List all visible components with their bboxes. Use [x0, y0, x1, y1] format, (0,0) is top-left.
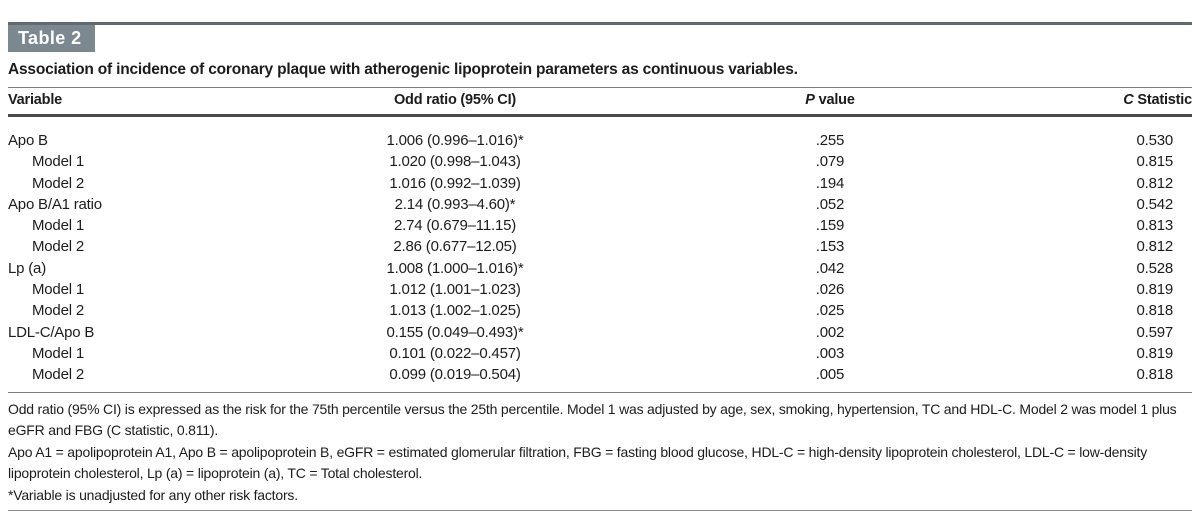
table-figure: Table 2 Association of incidence of coro… — [0, 22, 1200, 511]
cell-variable: Model 2 — [32, 366, 84, 384]
cell-variable: Model 1 — [32, 344, 84, 362]
cell-odd-ratio: 1.012 (1.001–1.023) — [389, 281, 521, 299]
table-number-badge: Table 2 — [8, 25, 95, 52]
table-row: Model 2 2.86 (0.677–12.05) .153 0.812 — [8, 236, 1192, 257]
cell-odd-ratio: 0.101 (0.022–0.457) — [389, 344, 521, 362]
cell-variable: Model 1 — [32, 217, 84, 235]
cell-p-value: .052 — [815, 195, 845, 213]
cell-c-statistic: 0.542 — [1136, 195, 1173, 213]
cell-c-statistic: 0.819 — [1136, 344, 1173, 362]
column-header-odd-ratio: Odd ratio (95% CI) — [308, 88, 602, 116]
cell-c-statistic: 0.528 — [1136, 259, 1173, 277]
header-label: value — [814, 92, 855, 108]
cell-p-value: .079 — [815, 153, 845, 171]
cell-odd-ratio: 1.006 (0.996–1.016)* — [386, 132, 524, 149]
cell-odd-ratio: 2.74 (0.679–11.15) — [393, 217, 517, 235]
cell-c-statistic: 0.812 — [1136, 238, 1173, 256]
table-row: Model 1 1.012 (1.001–1.023) .026 0.819 — [8, 279, 1192, 300]
cell-p-value: .002 — [815, 323, 845, 341]
cell-odd-ratio: 1.008 (1.000–1.016)* — [386, 259, 524, 277]
table-row: Model 1 2.74 (0.679–11.15) .159 0.813 — [8, 215, 1192, 236]
table-caption: Association of incidence of coronary pla… — [8, 61, 798, 78]
cell-c-statistic: 0.815 — [1136, 153, 1173, 171]
cell-p-value: .003 — [815, 344, 845, 362]
cell-variable: Model 2 — [32, 302, 84, 320]
table-row: Model 2 1.016 (0.992–1.039) .194 0.812 — [8, 173, 1192, 194]
header-label: Statistic — [1133, 92, 1192, 108]
cell-odd-ratio: 2.86 (0.677–12.05) — [393, 238, 517, 256]
cell-p-value: .042 — [815, 259, 845, 277]
cell-odd-ratio: 1.020 (0.998–1.043) — [389, 153, 521, 171]
table-row: Model 2 1.013 (1.002–1.025) .025 0.818 — [8, 300, 1192, 321]
cell-p-value: .025 — [815, 302, 845, 320]
table-row: Lp (a) 1.008 (1.000–1.016)* .042 0.528 — [8, 258, 1192, 279]
header-italic: C — [1123, 92, 1134, 108]
header-label: Variable — [8, 92, 63, 108]
data-table: Variable Odd ratio (95% CI) P value C St… — [8, 87, 1192, 393]
cell-p-value: .005 — [815, 366, 845, 384]
footnotes: Odd ratio (95% CI) is expressed as the r… — [8, 399, 1192, 511]
cell-variable: Model 1 — [32, 153, 84, 171]
column-header-variable: Variable — [8, 88, 308, 116]
cell-p-value: .194 — [815, 174, 845, 192]
cell-odd-ratio: 1.016 (0.992–1.039) — [389, 174, 521, 192]
header-italic: P — [805, 92, 815, 108]
cell-c-statistic: 0.812 — [1136, 174, 1173, 192]
cell-variable: Lp (a) — [8, 259, 46, 277]
table-row: Model 1 1.020 (0.998–1.043) .079 0.815 — [8, 151, 1192, 172]
header-row: Variable Odd ratio (95% CI) P value C St… — [8, 87, 1192, 116]
column-header-p-value: P value — [602, 88, 1058, 116]
cell-c-statistic: 0.530 — [1136, 132, 1173, 149]
cell-variable: Apo B — [8, 132, 48, 149]
footnote-abbreviations: Apo A1 = apolipoprotein A1, Apo B = apol… — [8, 443, 1148, 482]
cell-odd-ratio: 2.14 (0.993–4.60)* — [394, 195, 516, 213]
cell-variable: Model 2 — [32, 238, 84, 256]
table-body: Apo B 1.006 (0.996–1.016)* .255 0.530 Model … — [8, 116, 1192, 393]
table-row: Apo B 1.006 (0.996–1.016)* .255 0.530 — [8, 116, 1192, 152]
cell-odd-ratio: 1.013 (1.002–1.025) — [389, 302, 521, 320]
cell-c-statistic: 0.818 — [1136, 366, 1173, 384]
footnote-models: Odd ratio (95% CI) is expressed as the r… — [8, 400, 1177, 439]
cell-odd-ratio: 0.099 (0.019–0.504) — [389, 366, 521, 384]
table-row: LDL-C/Apo B 0.155 (0.049–0.493)* .002 0.597 — [8, 322, 1192, 343]
cell-variable: Model 2 — [32, 174, 84, 192]
footnote-asterisk: *Variable is unadjusted for any other ri… — [8, 486, 298, 503]
cell-c-statistic: 0.818 — [1136, 302, 1173, 320]
cell-odd-ratio: 0.155 (0.049–0.493)* — [386, 323, 524, 341]
cell-c-statistic: 0.819 — [1136, 281, 1173, 299]
cell-c-statistic: 0.813 — [1136, 217, 1173, 235]
table-row: Apo B/A1 ratio 2.14 (0.993–4.60)* .052 0.54… — [8, 194, 1192, 215]
column-header-c-statistic: C Statistic — [1058, 88, 1192, 116]
top-rule — [8, 22, 1192, 25]
cell-variable: LDL-C/Apo B — [8, 323, 95, 341]
cell-variable: Model 1 — [32, 281, 84, 299]
header-label: Odd ratio (95% CI) — [393, 92, 517, 108]
cell-p-value: .026 — [815, 281, 845, 299]
cell-p-value: .153 — [815, 238, 845, 256]
cell-c-statistic: 0.597 — [1136, 323, 1173, 341]
cell-p-value: .159 — [815, 217, 845, 235]
cell-p-value: .255 — [815, 132, 845, 149]
cell-variable: Apo B/A1 ratio — [8, 195, 102, 213]
table-row: Model 2 0.099 (0.019–0.504) .005 0.818 — [8, 364, 1192, 392]
table-row: Model 1 0.101 (0.022–0.457) .003 0.819 — [8, 343, 1192, 364]
